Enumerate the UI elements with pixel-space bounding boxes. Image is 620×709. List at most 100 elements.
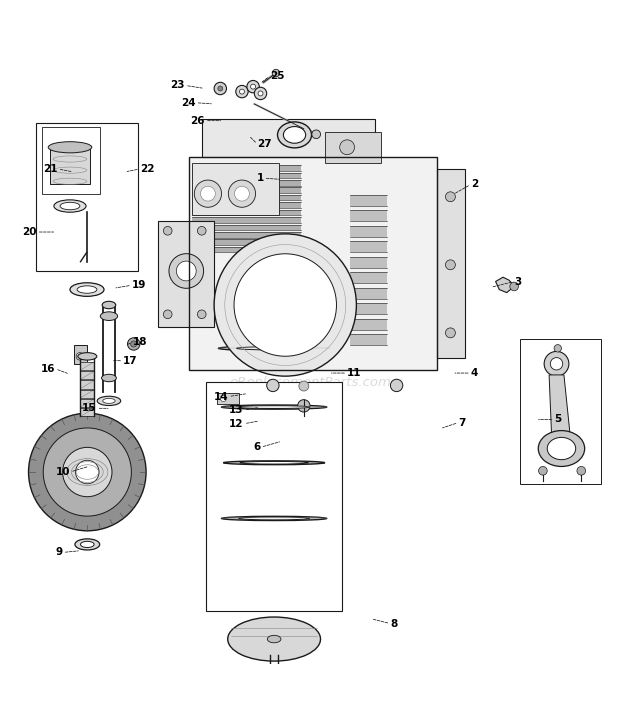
- Ellipse shape: [239, 406, 309, 408]
- Ellipse shape: [54, 200, 86, 212]
- Polygon shape: [495, 277, 514, 293]
- Bar: [74, 345, 87, 364]
- Bar: [217, 393, 239, 404]
- Ellipse shape: [97, 396, 121, 406]
- Bar: [189, 157, 437, 370]
- Text: 18: 18: [133, 337, 147, 347]
- Ellipse shape: [103, 398, 115, 403]
- Text: 16: 16: [41, 364, 55, 374]
- Bar: [202, 119, 375, 157]
- Circle shape: [551, 357, 563, 370]
- Circle shape: [554, 345, 562, 352]
- Ellipse shape: [278, 122, 311, 148]
- Text: 14: 14: [214, 391, 228, 401]
- Circle shape: [220, 396, 226, 401]
- Ellipse shape: [78, 352, 97, 360]
- Circle shape: [312, 130, 321, 138]
- Circle shape: [299, 381, 309, 391]
- Circle shape: [239, 89, 244, 94]
- Circle shape: [214, 234, 356, 376]
- Text: 25: 25: [270, 71, 285, 81]
- Text: 15: 15: [82, 403, 97, 413]
- Text: 23: 23: [170, 80, 185, 91]
- Circle shape: [269, 670, 279, 680]
- Circle shape: [247, 80, 259, 93]
- Ellipse shape: [221, 405, 327, 409]
- Ellipse shape: [81, 541, 94, 547]
- Text: 6: 6: [253, 442, 260, 452]
- Text: eReplacementParts.com: eReplacementParts.com: [229, 376, 391, 389]
- Text: 5: 5: [554, 415, 562, 425]
- Circle shape: [76, 460, 99, 484]
- Circle shape: [250, 84, 255, 89]
- Circle shape: [169, 254, 203, 289]
- Circle shape: [510, 282, 518, 291]
- Circle shape: [164, 310, 172, 318]
- Circle shape: [577, 467, 586, 475]
- Ellipse shape: [75, 539, 100, 550]
- Circle shape: [539, 467, 547, 475]
- Circle shape: [128, 337, 140, 350]
- Text: 9: 9: [55, 547, 63, 557]
- Circle shape: [391, 379, 403, 391]
- Bar: [189, 157, 437, 370]
- Ellipse shape: [102, 301, 116, 308]
- Text: 17: 17: [123, 356, 138, 366]
- Bar: [50, 147, 90, 184]
- Circle shape: [197, 226, 206, 235]
- Text: 8: 8: [391, 618, 397, 629]
- Circle shape: [258, 91, 263, 96]
- Circle shape: [76, 352, 84, 360]
- Circle shape: [236, 85, 248, 98]
- Text: 13: 13: [229, 405, 244, 415]
- Circle shape: [272, 672, 277, 677]
- Circle shape: [254, 87, 267, 100]
- Circle shape: [234, 254, 337, 356]
- Text: 2: 2: [471, 179, 478, 189]
- Circle shape: [194, 180, 221, 207]
- Text: 10: 10: [55, 467, 70, 477]
- Ellipse shape: [283, 126, 306, 143]
- Bar: [206, 382, 342, 611]
- Circle shape: [131, 341, 137, 347]
- Text: 3: 3: [514, 277, 521, 286]
- Ellipse shape: [538, 430, 585, 467]
- Circle shape: [29, 413, 146, 531]
- Text: 12: 12: [229, 419, 244, 429]
- Text: 19: 19: [132, 280, 146, 290]
- Text: 20: 20: [22, 227, 37, 237]
- Text: 21: 21: [43, 164, 58, 174]
- Bar: [326, 132, 381, 163]
- Ellipse shape: [77, 286, 97, 294]
- Circle shape: [446, 260, 455, 269]
- Ellipse shape: [221, 516, 327, 520]
- Circle shape: [446, 192, 455, 201]
- Circle shape: [200, 186, 215, 201]
- Text: 24: 24: [181, 98, 195, 108]
- Circle shape: [234, 186, 249, 201]
- Ellipse shape: [70, 283, 104, 296]
- Polygon shape: [549, 375, 570, 435]
- Circle shape: [164, 226, 172, 235]
- Text: 4: 4: [471, 368, 478, 378]
- Ellipse shape: [102, 374, 117, 381]
- Ellipse shape: [48, 142, 92, 153]
- Text: 11: 11: [347, 368, 361, 378]
- Circle shape: [63, 447, 112, 497]
- Bar: [192, 163, 279, 216]
- Bar: [437, 169, 464, 357]
- Ellipse shape: [228, 617, 321, 661]
- Ellipse shape: [218, 346, 330, 351]
- Circle shape: [298, 400, 310, 412]
- Bar: [36, 123, 138, 271]
- Circle shape: [197, 310, 206, 318]
- Circle shape: [446, 328, 455, 337]
- Ellipse shape: [60, 202, 80, 210]
- Bar: [42, 127, 100, 194]
- Circle shape: [228, 180, 255, 207]
- Circle shape: [214, 82, 226, 95]
- Circle shape: [218, 86, 223, 91]
- Ellipse shape: [547, 437, 576, 459]
- Text: 22: 22: [140, 164, 154, 174]
- Circle shape: [544, 352, 569, 376]
